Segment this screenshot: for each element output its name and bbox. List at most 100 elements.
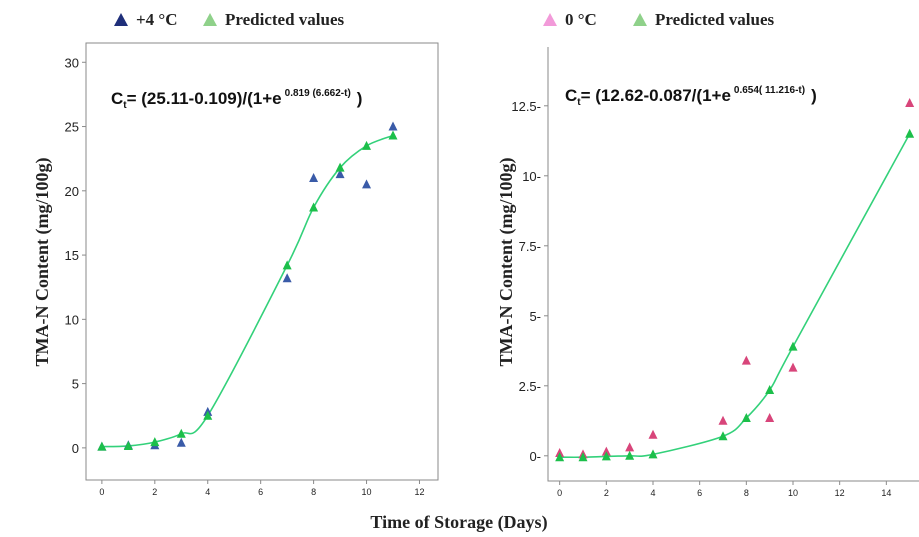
predicted-point xyxy=(282,260,292,270)
predicted-point xyxy=(362,140,372,150)
y-tick-label: 15 xyxy=(65,248,79,263)
equation-exponent: 0.654( 11.216-t) xyxy=(734,85,805,96)
observed-point xyxy=(335,169,345,179)
observed-point xyxy=(788,362,798,372)
plot-frame xyxy=(85,42,439,481)
observed-point xyxy=(625,442,635,452)
observed-point xyxy=(601,446,611,456)
equation-main: = (25.11-0.109)/(1+e xyxy=(127,89,282,108)
x-tick-label: 4 xyxy=(650,488,655,498)
legend-observed-label: 0 °C xyxy=(565,10,597,29)
x-tick-label: 6 xyxy=(697,488,702,498)
predicted-point xyxy=(555,452,565,462)
y-axis-label-right: TMA-N Content (mg/100g) xyxy=(496,158,517,367)
legend-plus4: +4 °C Predicted values xyxy=(114,10,345,29)
x-tick-label: 6 xyxy=(258,487,263,497)
x-tick-label: 10 xyxy=(788,488,798,498)
predicted-point xyxy=(788,341,798,351)
x-axis: 0 2 4 6 8 10 12 xyxy=(99,480,424,497)
x-tick-label: 8 xyxy=(744,488,749,498)
predicted-point xyxy=(578,452,588,462)
observed-point xyxy=(282,273,292,283)
predicted-point xyxy=(601,451,611,461)
legend-predicted-label: Predicted values xyxy=(655,10,775,29)
observed-point xyxy=(765,413,775,422)
y-tick-label: 20 xyxy=(65,184,79,199)
x-tick-label: 8 xyxy=(311,487,316,497)
equation-lhs: C xyxy=(111,89,123,108)
y-tick-label: 25 xyxy=(65,120,79,135)
legend-predicted-marker xyxy=(633,13,647,26)
legend-observed-marker xyxy=(114,13,128,26)
observed-point xyxy=(718,415,728,425)
y-tick-label: 30 xyxy=(65,55,79,70)
y-tick-label: 2.5- xyxy=(519,379,541,394)
equation: Ct= (25.11-0.109)/(1+e 0.819 (6.662-t)) xyxy=(111,88,362,111)
x-tick-label: 4 xyxy=(205,487,210,497)
equation-subscript: t xyxy=(123,100,127,111)
observed-point xyxy=(362,179,372,189)
predicted-point xyxy=(176,428,186,438)
legend-0c: 0 °C Predicted values xyxy=(543,10,775,29)
equation-close: ) xyxy=(357,89,363,108)
x-tick-label: 2 xyxy=(152,487,157,497)
y-axis-label-left: TMA-N Content (mg/100g) xyxy=(32,158,53,367)
predicted-point xyxy=(203,410,213,420)
y-tick-label: 0 xyxy=(72,441,79,456)
x-axis: 0 2 4 6 8 10 12 14 xyxy=(557,481,891,498)
observed-point xyxy=(309,172,319,182)
x-tick-label: 12 xyxy=(835,488,845,498)
legend-observed-marker xyxy=(543,13,557,26)
x-tick-label: 2 xyxy=(604,488,609,498)
x-tick-label: 14 xyxy=(881,488,891,498)
chart-panel-0c: 0 °C Predicted values 0- 2.5- 5- 7.5- 10- 12.… xyxy=(511,10,919,498)
equation-main: = (12.62-0.087/(1+e xyxy=(581,86,731,105)
x-axis-label: Time of Storage (Days) xyxy=(370,512,547,533)
data-points xyxy=(97,121,398,451)
legend-observed-label: +4 °C xyxy=(136,10,178,29)
x-tick-label: 0 xyxy=(557,488,562,498)
predicted-point xyxy=(625,450,635,460)
observed-point xyxy=(741,355,751,365)
y-tick-label: 7.5- xyxy=(519,239,541,254)
predicted-point xyxy=(335,162,345,172)
legend-predicted-label: Predicted values xyxy=(225,10,345,29)
x-tick-label: 0 xyxy=(99,487,104,497)
predicted-point xyxy=(309,202,319,212)
equation-close: ) xyxy=(811,86,817,105)
predicted-point xyxy=(905,128,915,138)
x-tick-label: 10 xyxy=(362,487,372,497)
y-axis: 0 5 10 15 20 25 30 xyxy=(65,55,86,456)
y-tick-label: 5- xyxy=(529,309,541,324)
plot-frame xyxy=(547,47,919,482)
predicted-point xyxy=(765,385,775,394)
x-tick-label: 12 xyxy=(414,487,424,497)
data-points xyxy=(555,98,915,462)
y-tick-label: 0- xyxy=(529,449,541,464)
predicted-point xyxy=(388,130,398,140)
y-tick-label: 5 xyxy=(72,377,79,392)
y-tick-label: 10 xyxy=(65,312,79,327)
observed-point xyxy=(388,121,398,131)
chart-panel-plus4: +4 °C Predicted values 0 5 10 15 20 25 30 0 2 4 6… xyxy=(65,10,439,497)
predicted-point xyxy=(741,413,751,422)
observed-point xyxy=(648,429,658,439)
y-tick-label: 10- xyxy=(522,169,541,184)
equation: Ct= (12.62-0.087/(1+e 0.654( 11.216-t)) xyxy=(565,85,817,108)
y-axis: 0- 2.5- 5- 7.5- 10- 12.5- xyxy=(511,99,548,464)
observed-point xyxy=(176,437,186,447)
equation-subscript: t xyxy=(577,97,581,108)
y-tick-label: 12.5- xyxy=(511,99,541,114)
predicted-point xyxy=(648,449,658,459)
predicted-point xyxy=(150,437,160,447)
equation-lhs: C xyxy=(565,86,577,105)
predicted-point xyxy=(718,431,728,441)
predicted-point xyxy=(123,440,133,450)
observed-point xyxy=(905,98,915,107)
legend-predicted-marker xyxy=(203,13,217,26)
fitted-curve xyxy=(101,134,394,448)
predicted-point xyxy=(97,441,107,451)
equation-exponent: 0.819 (6.662-t) xyxy=(285,88,351,99)
